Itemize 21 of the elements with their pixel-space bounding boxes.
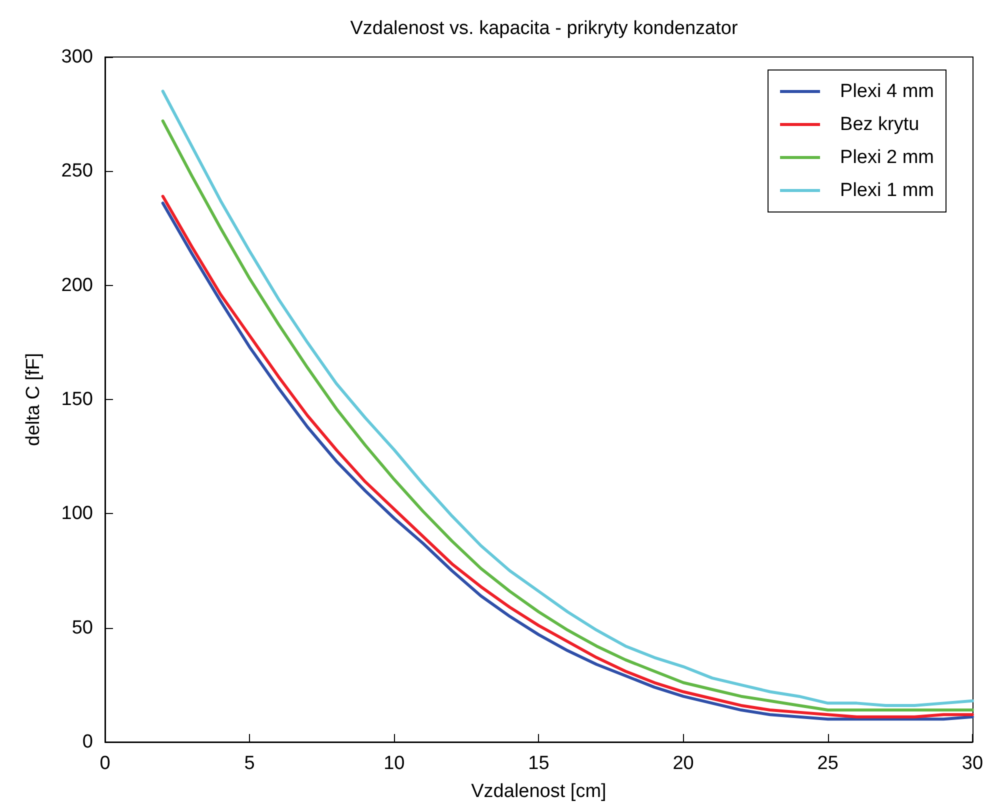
legend-label: Bez krytu [840, 114, 920, 135]
y-tick-label: 0 [82, 732, 93, 752]
x-tick-label: 20 [672, 753, 694, 774]
y-tick-label: 300 [61, 46, 93, 68]
x-tick-label: 25 [817, 753, 838, 774]
y-tick-label: 250 [61, 160, 93, 182]
x-tick-label: 5 [244, 753, 255, 774]
y-tick-label: 50 [72, 617, 93, 638]
y-tick-label: 150 [61, 389, 93, 410]
y-tick-label: 100 [61, 503, 93, 524]
x-tick-label: 10 [384, 753, 405, 774]
legend-label: Plexi 4 mm [840, 81, 934, 102]
legend-label: Plexi 2 mm [840, 147, 934, 168]
chart-title: Vzdalenost vs. kapacita - prikryty kondenzator [350, 18, 738, 39]
legend-label: Plexi 1 mm [840, 180, 934, 201]
x-tick-label: 15 [528, 753, 550, 774]
x-tick-label: 30 [962, 753, 984, 774]
x-axis-title: Vzdalenost [cm] [471, 781, 606, 802]
y-tick-label: 200 [61, 274, 93, 296]
y-axis-title: delta C [fF] [23, 353, 44, 446]
x-tick-label: 0 [100, 753, 110, 774]
